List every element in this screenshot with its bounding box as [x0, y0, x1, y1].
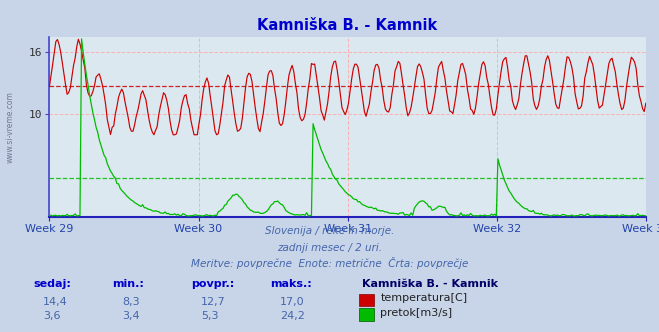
Title: Kamniška B. - Kamnik: Kamniška B. - Kamnik [258, 18, 438, 33]
Text: maks.:: maks.: [270, 279, 312, 289]
Text: 3,6: 3,6 [43, 311, 61, 321]
Text: 17,0: 17,0 [280, 297, 304, 307]
Text: povpr.:: povpr.: [191, 279, 235, 289]
Text: temperatura[C]: temperatura[C] [380, 293, 467, 303]
Text: 24,2: 24,2 [280, 311, 305, 321]
Text: min.:: min.: [112, 279, 144, 289]
Text: sedaj:: sedaj: [33, 279, 71, 289]
Text: pretok[m3/s]: pretok[m3/s] [380, 308, 452, 318]
Text: 8,3: 8,3 [122, 297, 140, 307]
Text: 3,4: 3,4 [122, 311, 140, 321]
Text: Kamniška B. - Kamnik: Kamniška B. - Kamnik [362, 279, 498, 289]
Text: 14,4: 14,4 [43, 297, 68, 307]
Text: 5,3: 5,3 [201, 311, 219, 321]
Text: 12,7: 12,7 [201, 297, 226, 307]
Text: www.si-vreme.com: www.si-vreme.com [6, 91, 15, 163]
Text: Slovenija / reke in morje.: Slovenija / reke in morje. [265, 226, 394, 236]
Text: Meritve: povprečne  Enote: metrične  Črta: povprečje: Meritve: povprečne Enote: metrične Črta:… [191, 257, 468, 269]
Text: zadnji mesec / 2 uri.: zadnji mesec / 2 uri. [277, 243, 382, 253]
